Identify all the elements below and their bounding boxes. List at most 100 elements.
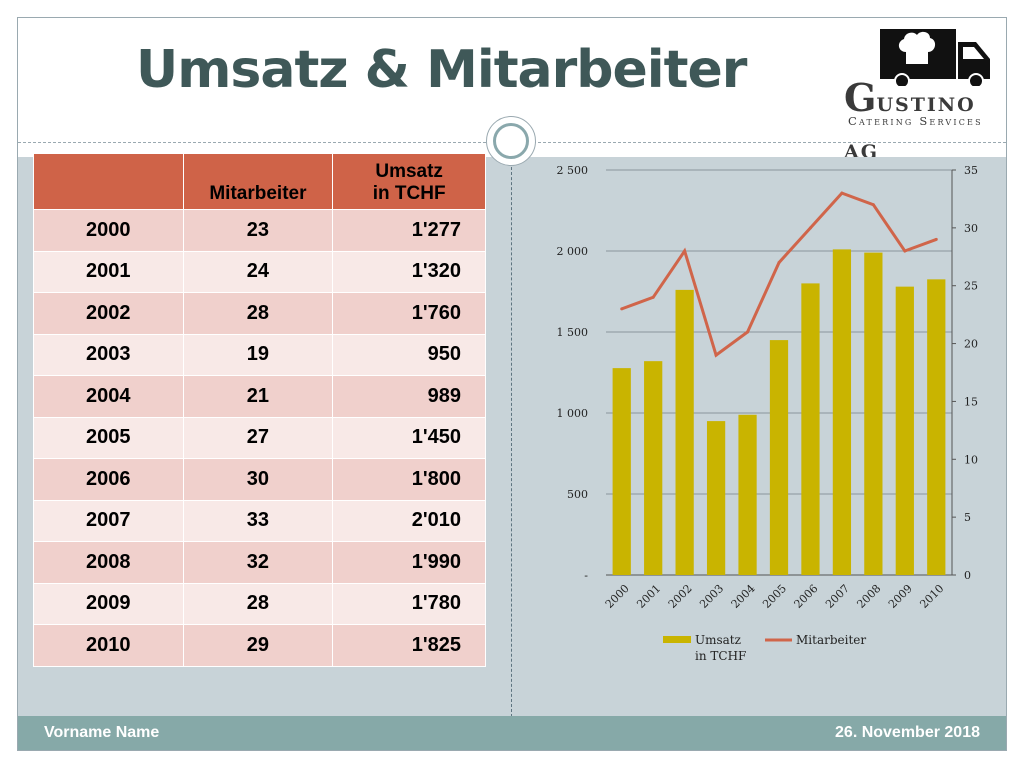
cell-year: 2007 [33,499,184,542]
cell-year: 2005 [33,416,184,459]
table-row: 2003 19 950 [33,333,486,376]
y-left-tick-label: 2 500 [557,164,589,177]
cell-year: 2002 [33,292,184,335]
cell-year: 2009 [33,582,184,625]
y-left-tick-label: 1 000 [557,407,589,420]
cell-mitarbeiter: 24 [182,250,334,293]
x-tick-label: 2004 [729,582,758,611]
x-tick-label: 2007 [823,582,852,611]
cell-year: 2001 [33,250,184,293]
column-divider [511,157,512,717]
cell-mitarbeiter: 28 [182,582,334,625]
bar [895,286,914,575]
decorative-ring-icon [486,116,536,166]
cell-mitarbeiter: 28 [182,292,334,335]
line-point [808,226,812,230]
bar [675,289,694,575]
bar [769,340,789,575]
y-right-tick-label: 25 [964,280,978,293]
x-tick-label: 2010 [917,582,946,611]
cell-year: 2008 [33,541,184,584]
table-row: 2004 21 989 [33,375,486,418]
line-point [871,203,875,207]
table-row: 2007 33 2'010 [33,499,486,542]
table-row: 2010 29 1'825 [33,624,486,667]
header-umsatz: Umsatz in TCHF [332,153,486,210]
y-right-tick-label: 30 [964,222,978,235]
y-right-tick-label: 10 [964,453,978,466]
cell-mitarbeiter: 23 [182,209,334,252]
cell-umsatz: 1'760 [332,292,486,335]
catering-truck-icon [880,29,990,89]
y-right-tick-label: 20 [964,338,978,351]
table-row: 2008 32 1'990 [33,541,486,584]
cell-mitarbeiter: 21 [182,375,334,418]
legend-label-mitarbeiter: Mitarbeiter [796,633,866,647]
y-left-tick-label: - [584,569,588,582]
cell-year: 2006 [33,458,184,501]
cell-mitarbeiter: 32 [182,541,334,584]
line-point [620,307,624,311]
bar [612,368,631,575]
cell-mitarbeiter: 19 [182,333,334,376]
cell-umsatz: 1'450 [332,416,486,459]
bar [644,361,663,575]
x-tick-label: 2008 [854,582,883,611]
line-point [903,249,907,253]
y-left-tick-label: 1 500 [557,326,589,339]
data-table: Mitarbeiter Umsatz in TCHF 2000 23 1'277 200… [33,153,486,667]
footer-date: 26. November 2018 [835,724,980,741]
header-mitarbeiter: Mitarbeiter [182,153,334,210]
x-tick-label: 2005 [760,582,789,611]
cell-year: 2010 [33,624,184,667]
bar [864,252,883,575]
footer-name: Vorname Name [44,724,160,741]
cell-umsatz: 1'277 [332,209,486,252]
x-tick-label: 2006 [792,582,821,611]
bar [738,414,757,575]
cell-umsatz: 950 [332,333,486,376]
x-tick-label: 2002 [666,582,695,611]
legend-label-umsatz: Umsatz [695,633,741,647]
line-point [651,295,655,299]
x-tick-label: 2003 [697,582,726,611]
bar [832,249,852,575]
cell-mitarbeiter: 33 [182,499,334,542]
table-row: 2001 24 1'320 [33,250,486,293]
line-point [934,237,938,241]
line-point [777,261,781,265]
cell-umsatz: 1'320 [332,250,486,293]
x-tick-label: 2000 [603,582,632,611]
line-point [746,330,750,334]
bar [801,283,820,575]
line-point [840,191,844,195]
cell-umsatz: 989 [332,375,486,418]
combo-chart: - 500 1 000 1 500 2 000 2 500 0 5 10 15 20 25 30 35 20… [557,164,979,663]
cell-year: 2000 [33,209,184,252]
legend-swatch-umsatz [663,636,691,643]
cell-year: 2004 [33,375,184,418]
table-body: 2000 23 1'277 2001 24 1'320 2002 28 1'760 2003 19 9… [33,209,486,667]
line-point [714,353,718,357]
cell-year: 2003 [33,333,184,376]
bar [927,279,946,575]
cell-umsatz: 1'800 [332,458,486,501]
logo-subtitle: Catering Services [848,114,983,128]
cell-umsatz: 2'010 [332,499,486,542]
y-right-tick-label: 0 [964,569,971,582]
y-right-tick-label: 15 [964,395,978,408]
table-row: 2006 30 1'800 [33,458,486,501]
y-left-tick-label: 500 [567,488,588,501]
y-right-tick-label: 35 [964,164,978,177]
x-tick-label: 2009 [886,582,915,611]
table-row: 2009 28 1'780 [33,582,486,625]
y-right-tick-label: 5 [964,511,971,524]
line-point [683,249,687,253]
cell-umsatz: 1'825 [332,624,486,667]
mitarbeiter-line [621,191,937,358]
header-year [33,153,184,210]
cell-mitarbeiter: 30 [182,458,334,501]
cell-umsatz: 1'990 [332,541,486,584]
bar [706,421,726,575]
y-left-tick-label: 2 000 [557,245,589,258]
